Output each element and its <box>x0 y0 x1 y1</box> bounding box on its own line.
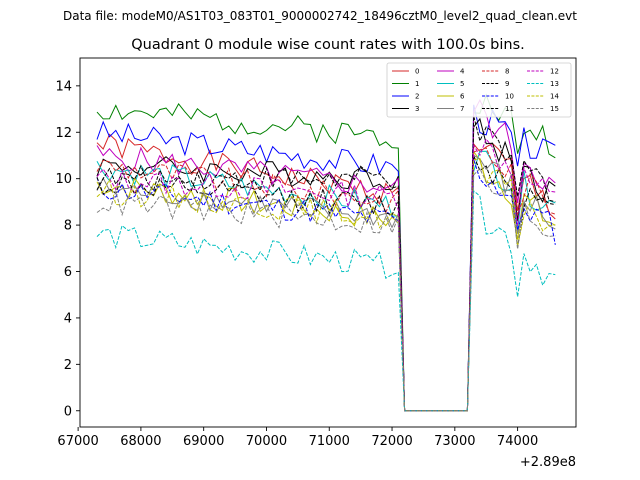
plot-frame <box>79 57 577 428</box>
legend-label-15: 15 <box>550 105 559 113</box>
series-line-2 <box>96 104 556 412</box>
x-tick-label: 72000 <box>371 434 412 449</box>
y-tick-label: 2 <box>64 358 72 373</box>
suptitle: Data file: modeM0/AS1T03_083T01_90000027… <box>63 9 577 23</box>
series-line-15 <box>96 167 556 412</box>
series-line-10 <box>96 159 556 412</box>
series-line-3 <box>96 117 556 412</box>
legend-label-14: 14 <box>550 93 559 101</box>
x-tick-label: 68000 <box>120 434 161 449</box>
plot-area <box>80 58 576 427</box>
series-line-13 <box>96 189 556 412</box>
chart-title: Quadrant 0 module wise count rates with … <box>131 37 525 53</box>
series-line-9 <box>96 115 556 412</box>
y-tick-label: 4 <box>64 311 72 326</box>
x-tick-label: 69000 <box>183 434 224 449</box>
legend-label-12: 12 <box>550 68 559 76</box>
legend-label-7: 7 <box>460 105 464 113</box>
x-tick-label: 67000 <box>57 434 98 449</box>
legend-label-9: 9 <box>505 80 509 88</box>
legend-label-13: 13 <box>550 80 559 88</box>
legend-label-3: 3 <box>415 105 419 113</box>
x-tick-label: 70000 <box>246 434 287 449</box>
y-tick-label: 6 <box>64 265 72 280</box>
x-tick-label: 71000 <box>309 434 350 449</box>
legend-label-11: 11 <box>505 105 514 113</box>
legend-label-5: 5 <box>460 80 464 88</box>
series-line-12 <box>96 138 556 412</box>
series-line-5 <box>96 150 556 412</box>
legend-label-6: 6 <box>460 93 465 101</box>
x-tick-label: 73000 <box>434 434 475 449</box>
legend-label-1: 1 <box>415 80 419 88</box>
legend-label-8: 8 <box>505 68 509 76</box>
y-tick-label: 8 <box>64 219 72 234</box>
legend-label-2: 2 <box>415 93 419 101</box>
y-tick-label: 14 <box>55 79 72 94</box>
y-tick-label: 10 <box>55 172 72 187</box>
legend-label-10: 10 <box>505 93 514 101</box>
series-line-7 <box>96 154 556 412</box>
axes-layer: 67000 68000 69000 70000 71000 72000 73000 74000… <box>55 79 538 449</box>
legend-label-0: 0 <box>415 68 419 76</box>
series-line-14 <box>96 158 556 412</box>
y-tick-label: 0 <box>64 404 72 419</box>
y-tick-label: 12 <box>55 126 72 141</box>
series-layer <box>96 93 556 412</box>
series-line-11 <box>96 155 556 412</box>
x-offset-label: +2.89e8 <box>520 455 576 470</box>
series-line-8 <box>96 147 556 412</box>
legend-frame <box>386 62 572 118</box>
legend-label-4: 4 <box>460 68 465 76</box>
x-tick-label: 74000 <box>497 434 538 449</box>
